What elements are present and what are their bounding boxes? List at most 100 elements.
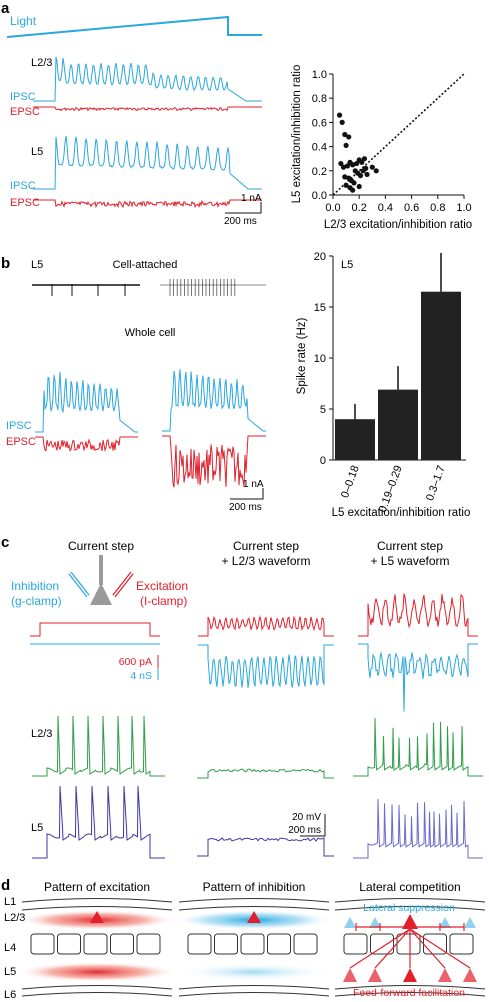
layer-boundary (21, 985, 173, 990)
c2-l5-voltage (197, 837, 334, 857)
layer-boundary (334, 906, 486, 911)
a-l5-ipsc-trace (33, 135, 262, 190)
bar-category-label: 0.3–1.7 (424, 464, 448, 503)
scatter-point (356, 183, 362, 190)
bar (421, 291, 461, 460)
scatter-point (357, 173, 364, 179)
bar-y-tick-label: 20 (314, 251, 326, 263)
excitation-label: Excitation (136, 579, 188, 593)
scatter-plot: 0.00.0 0.2 0.2 0.4 0.4 0.6 0.6 0.8 0.8 1.0 1.0 (312, 69, 472, 214)
scatter-point (369, 164, 375, 170)
barrel (136, 933, 161, 955)
scatter-y-tick-label: 0.8 (312, 93, 327, 105)
feedforward-arrow (349, 928, 411, 969)
barrel (240, 933, 265, 955)
d-title-inhibition: Pattern of inhibition (203, 880, 306, 894)
d-title-excitation: Pattern of excitation (44, 880, 150, 894)
scatter-point (343, 142, 349, 148)
c3-excitation-trace (358, 593, 478, 637)
a-l23-label: L2/3 (31, 57, 52, 69)
layer-boundary (334, 992, 486, 997)
scatter-y-tick-label: 1.0 (312, 69, 327, 81)
scatter-x-tick-label: 0.0 (325, 202, 340, 214)
feedforward-arrow (409, 928, 471, 969)
b-epsc-label: EPSC (6, 436, 36, 448)
scatter-point (353, 160, 360, 167)
bar (378, 389, 418, 460)
scatter-ylabel: L5 excitation/inhibition ratio (291, 65, 303, 204)
barrel (187, 933, 212, 955)
suppressed-cell (369, 917, 381, 928)
inhibition-l5-glow (174, 963, 334, 981)
a-l23-ipsc-trace (33, 56, 262, 102)
a-l23-epsc-label: EPSC (10, 106, 40, 118)
a-l5-epsc-trace (33, 199, 262, 209)
scatter-point (363, 165, 369, 171)
c-l23-label: L2/3 (31, 728, 52, 740)
scatter-point (343, 182, 349, 188)
c3-l5-voltage (353, 798, 483, 859)
a-scale-na: 1 nA (241, 193, 262, 204)
b-ipsc-trace-2 (162, 369, 266, 432)
pyramidal-cell-marker (247, 911, 261, 923)
c-l5-label: L5 (31, 822, 43, 834)
cell-attached-traces (32, 279, 266, 296)
a-scale-bar (225, 202, 262, 214)
barrel (83, 933, 108, 955)
laminar-diagram (17, 898, 177, 997)
layer-boundary (334, 985, 486, 990)
c-col1-title: Current step (68, 539, 134, 553)
layer-boundary (21, 898, 173, 903)
bar-ylabel: Spike rate (Hz) (296, 317, 308, 394)
neuron-dendrite (99, 555, 103, 585)
bar-y-tick-label: 10 (314, 353, 326, 365)
barrel (57, 933, 81, 955)
l5-cell (403, 968, 417, 982)
layer-boundary (21, 906, 173, 911)
layer-l1: L1 (4, 896, 16, 908)
layer-boundary (178, 898, 330, 903)
scatter-point (373, 168, 379, 174)
scatter-xlabel: L2/3 excitation/inhibition ratio (324, 219, 472, 231)
scatter-y-tick-label: 0.6 (312, 117, 327, 129)
c-col3-title-2: + L5 waveform (370, 554, 449, 568)
scatter-point (351, 180, 357, 186)
scatter-point (338, 160, 344, 167)
light-ramp (6, 15, 262, 38)
b-l5-label: L5 (31, 259, 43, 271)
laminar-diagram (174, 898, 334, 997)
scatter-point (339, 119, 345, 125)
panel-c-label: c (1, 534, 9, 551)
pyramidal-cell-marker (90, 911, 104, 923)
c-col2-title-2: + L2/3 waveform (221, 554, 310, 568)
c3-l23-voltage (353, 717, 483, 777)
bar-xlabel: L5 excitation/inhibition ratio (332, 507, 471, 519)
panel-a-label: a (1, 0, 10, 17)
layer-l4: L4 (4, 942, 16, 954)
layer-boundary (178, 992, 330, 997)
whole-cell-label: Whole cell (125, 327, 176, 339)
scatter-x-tick-label: 0.6 (404, 202, 419, 214)
scatter-point (342, 131, 348, 138)
a-l5-ipsc-label: IPSC (10, 180, 36, 192)
light-label: Light (10, 14, 37, 28)
scatter-x-tick-label: 0.4 (378, 202, 393, 214)
unity-line (332, 73, 465, 196)
bar-y-tick-label: 15 (314, 302, 326, 314)
layer-boundary (334, 898, 486, 903)
c1-current-step (30, 622, 160, 637)
scatter-point (344, 163, 351, 169)
barrel (449, 933, 474, 955)
a-l23-ipsc-label: IPSC (10, 91, 36, 103)
layer-boundary (178, 985, 330, 990)
g-clamp-label: (g-clamp) (11, 594, 62, 608)
panel-b-label: b (1, 255, 10, 272)
c2-inhibition-trace (198, 644, 334, 688)
b-ipsc-label: IPSC (6, 420, 32, 432)
a-scale-ms: 200 ms (224, 216, 257, 227)
b-scale-bar (230, 488, 264, 500)
a-l5-label: L5 (31, 146, 43, 158)
barrel (293, 933, 318, 955)
